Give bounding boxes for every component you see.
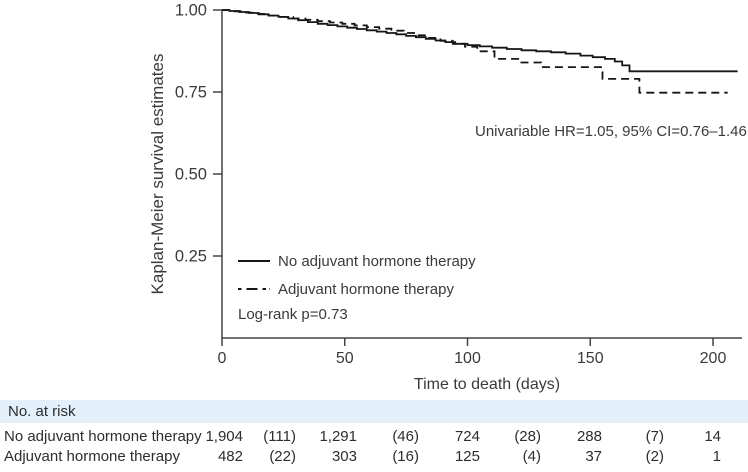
x-tick-label: 0	[218, 350, 227, 367]
km-curve-dashed	[222, 9, 728, 94]
x-tick-label: 50	[336, 350, 354, 367]
risk-count-cell: (7)	[645, 428, 664, 445]
risk-table-rows: No adjuvant hormone therapy 1,904 (111) 1,2…	[0, 427, 748, 467]
risk-count-cell: 288	[576, 428, 602, 445]
y-axis-title: Kaplan-Meier survival estimates	[148, 54, 167, 295]
y-tick-label: 0.75	[175, 84, 207, 102]
risk-count-cell: 1,904	[205, 428, 243, 445]
x-axis-title: Time to death (days)	[414, 376, 560, 393]
km-chart: 1.00 0.75 0.50 0.25 0 50 100 150 200 Kaplan-Meier…	[148, 2, 747, 394]
x-tick-label: 200	[700, 350, 727, 367]
risk-count-cell: 1,291	[319, 428, 357, 445]
y-tick-label: 0.50	[175, 166, 207, 184]
risk-count-cell: 1	[712, 448, 721, 465]
risk-count-cell: (22)	[269, 448, 296, 465]
risk-row-label: Adjuvant hormone therapy	[4, 448, 180, 465]
y-tick-label: 1.00	[175, 2, 207, 20]
risk-count-cell: (16)	[392, 448, 419, 465]
risk-row: Adjuvant hormone therapy 482 (22) 303 (16) 12…	[0, 447, 748, 467]
risk-count-cell: (111)	[263, 428, 296, 445]
y-tick-label: 0.25	[175, 248, 207, 266]
annotation-text: Univariable HR=1.05, 95% CI=0.76–1.46	[475, 123, 747, 140]
risk-count-cell: (4)	[522, 448, 541, 465]
risk-count-cell: 303	[331, 448, 357, 465]
risk-count-cell: 14	[704, 428, 721, 445]
risk-count-cell: 37	[585, 448, 602, 465]
risk-count-cell: (28)	[514, 428, 541, 445]
risk-table-title: No. at risk	[0, 400, 748, 423]
logrank-text: Log-rank p=0.73	[238, 306, 348, 323]
risk-count-cell: 482	[217, 448, 243, 465]
x-tick-label: 100	[454, 350, 481, 367]
risk-count-cell: 125	[454, 448, 480, 465]
legend-label-adjuvant: Adjuvant hormone therapy	[278, 281, 454, 298]
risk-row: No adjuvant hormone therapy 1,904 (111) 1,2…	[0, 427, 748, 447]
risk-count-cell: 724	[454, 428, 480, 445]
risk-count-cell: (2)	[645, 448, 664, 465]
risk-row-label: No adjuvant hormone therapy	[4, 428, 202, 445]
x-tick-label: 150	[577, 350, 604, 367]
legend-label-no-adjuvant: No adjuvant hormone therapy	[278, 253, 476, 270]
risk-table: No. at risk No adjuvant hormone therapy 1…	[0, 400, 748, 467]
risk-count-cell: (46)	[392, 428, 419, 445]
